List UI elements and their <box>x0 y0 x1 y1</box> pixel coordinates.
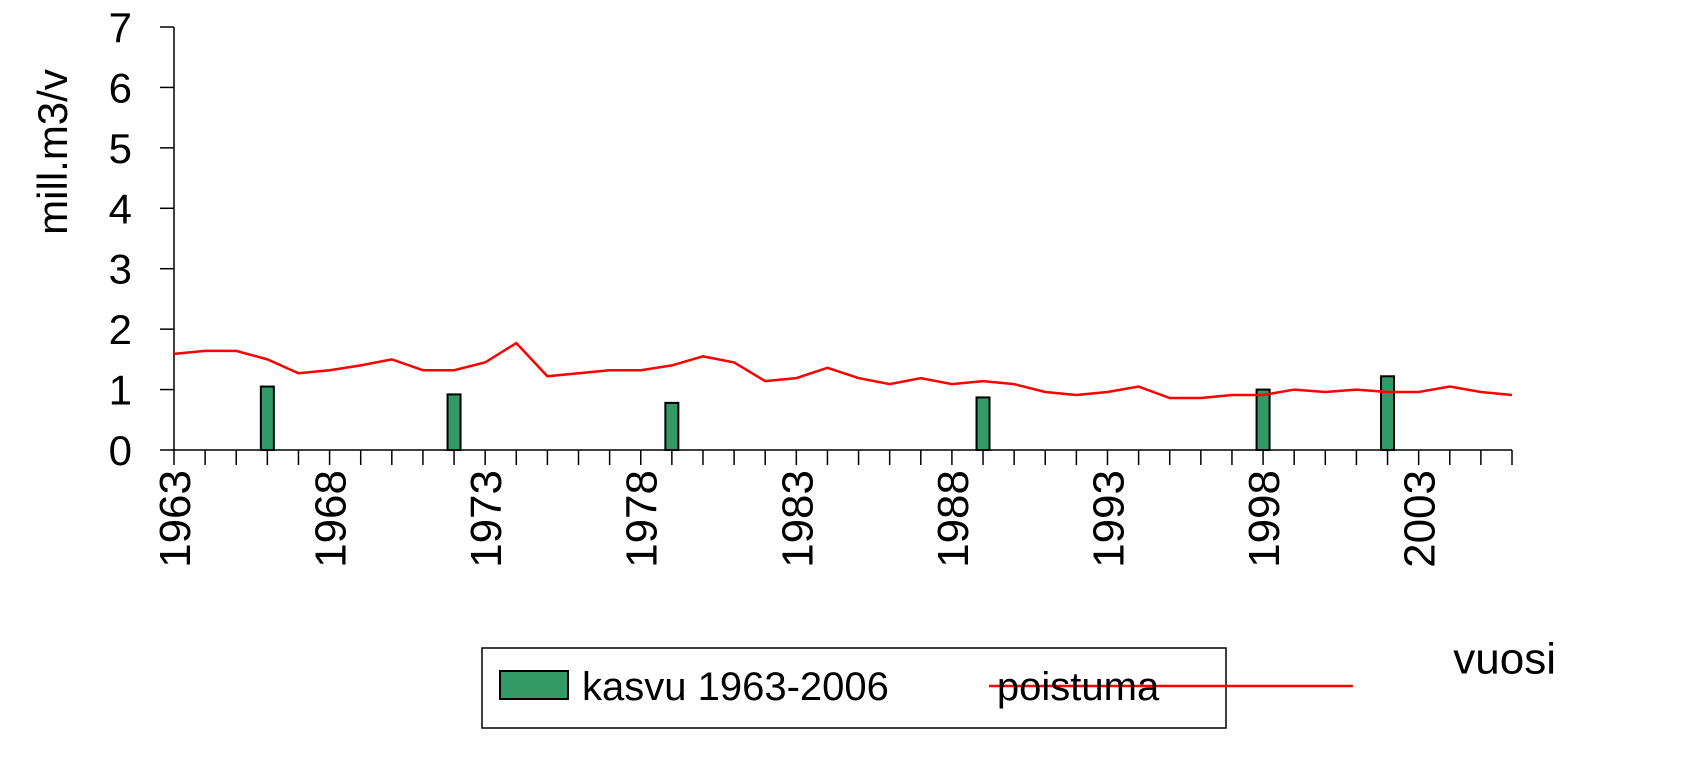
x-tick-label: 2003 <box>1396 470 1445 568</box>
bar <box>446 393 462 451</box>
bar <box>259 385 275 451</box>
bar <box>664 401 680 452</box>
x-tick-label: 1998 <box>1240 470 1289 568</box>
x-tick-label: 1978 <box>618 470 667 568</box>
y-tick-label: 3 <box>109 246 132 293</box>
x-tick-label: 1973 <box>462 470 511 568</box>
legend-label: poistuma <box>997 665 1160 709</box>
y-tick-label: 0 <box>109 427 132 474</box>
x-axis-title: vuosi <box>1453 635 1556 684</box>
legend-label: kasvu 1963-2006 <box>582 665 889 709</box>
x-tick-label: 1993 <box>1084 470 1133 568</box>
y-tick-label: 4 <box>109 185 132 232</box>
line <box>173 341 1513 400</box>
x-tick-label: 1988 <box>929 470 978 568</box>
legend-swatch <box>499 670 569 700</box>
bar <box>1255 388 1271 452</box>
bar <box>975 396 991 452</box>
y-tick-label: 1 <box>109 367 132 414</box>
y-tick-label: 6 <box>109 64 132 111</box>
y-axis-title: mill.m3/v <box>29 69 76 235</box>
bar <box>1380 375 1396 451</box>
x-tick-label: 1963 <box>151 470 200 568</box>
x-tick-label: 1983 <box>773 470 822 568</box>
x-tick-label: 1968 <box>307 470 356 568</box>
y-tick-label: 7 <box>109 4 132 51</box>
legend-box <box>481 647 1227 729</box>
y-tick-label: 5 <box>109 125 132 172</box>
y-tick-label: 2 <box>109 306 132 353</box>
